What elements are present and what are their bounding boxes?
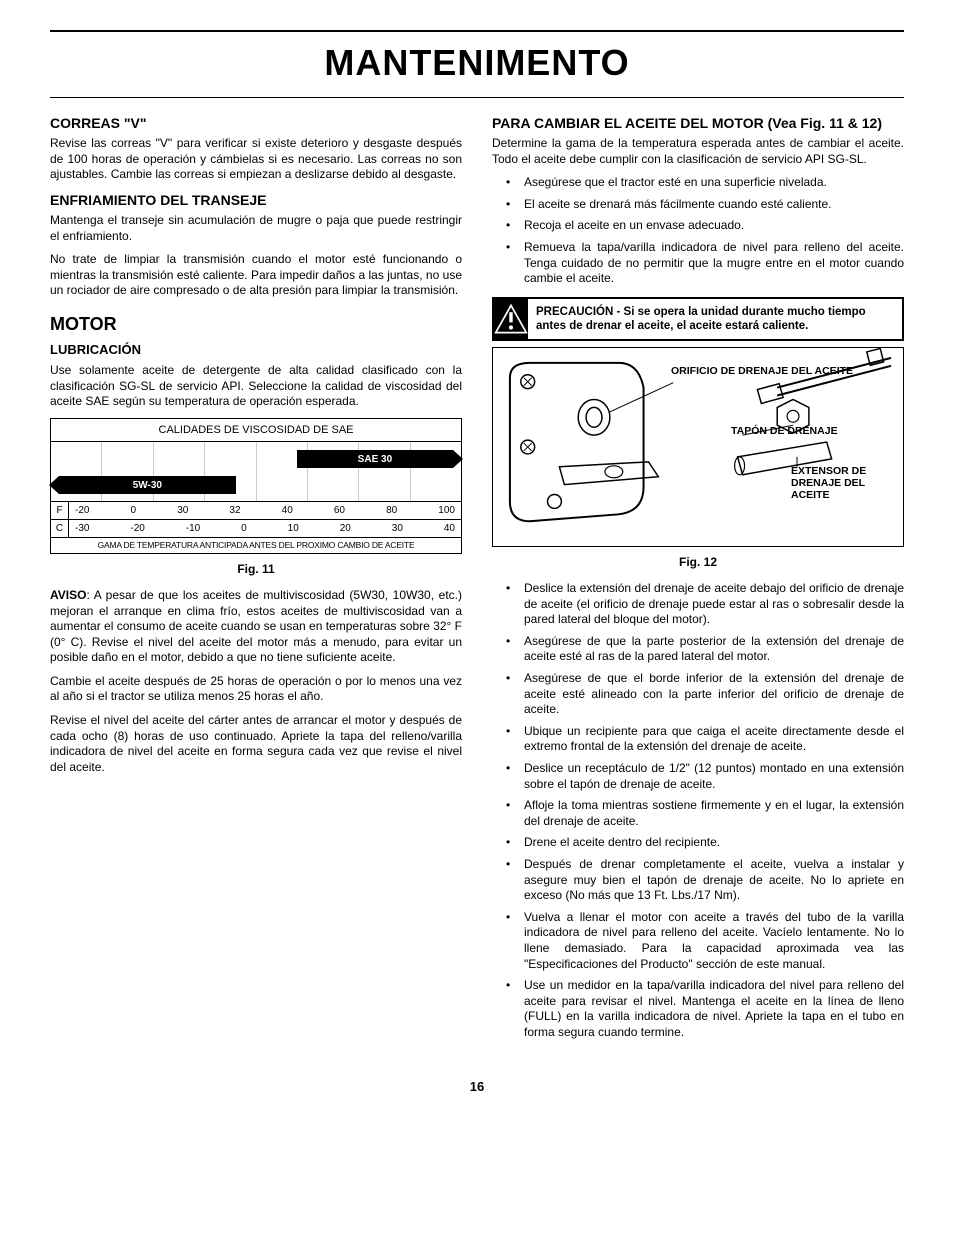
sae-c-tick: -10: [186, 522, 200, 535]
sae-f-ticks: -20 0 30 32 40 60 80 100: [69, 502, 461, 519]
text-revise: Revise el nivel del aceite del cárter an…: [50, 713, 462, 775]
sae-f-tick: 100: [438, 504, 455, 517]
sae-chart-bars: SAE 30 5W-30: [51, 442, 461, 502]
sae-chart-footer: GAMA DE TEMPERATURA ANTICIPADA ANTES DEL…: [51, 538, 461, 553]
bullets-post-fig12: Deslice la extensión del drenaje de acei…: [492, 581, 904, 1040]
text-lubricacion: Use solamente aceite de detergente de al…: [50, 363, 462, 410]
sae-c-tick: -20: [130, 522, 144, 535]
page-number: 16: [50, 1079, 904, 1096]
list-item: Vuelva a llenar el motor con aceite a tr…: [492, 910, 904, 972]
list-item: Ubique un recipiente para que caiga el a…: [492, 724, 904, 755]
title-underline: [50, 97, 904, 98]
sae-scale-f: F -20 0 30 32 40 60 80 100: [51, 502, 461, 520]
aviso-text: : A pesar de que los aceites de multivis…: [50, 588, 462, 664]
list-item: Deslice un receptáculo de 1/2" (12 punto…: [492, 761, 904, 792]
fig12-diagram: ORIFICIO DE DRENAJE DEL ACEITE TAPÓN DE …: [492, 347, 904, 547]
text-correas: Revise las correas "V" para verificar si…: [50, 136, 462, 183]
sae-chart-title: CALIDADES DE VISCOSIDAD DE SAE: [51, 419, 461, 442]
list-item: El aceite se drenará más fácilmente cuan…: [492, 197, 904, 213]
aviso-label: AVISO: [50, 588, 86, 602]
sae-c-tick: -30: [75, 522, 89, 535]
sae-f-tick: 80: [386, 504, 397, 517]
fig12-label-tapon: TAPÓN DE DRENAJE: [731, 426, 838, 438]
list-item: Afloje la toma mientras sostiene firmeme…: [492, 798, 904, 829]
sae-bar-5w30: 5W-30: [59, 476, 235, 494]
sae-c-tick: 0: [241, 522, 247, 535]
bullets-pre-caution: Asegúrese que el tractor esté en una sup…: [492, 175, 904, 287]
heading-correas: CORREAS "V": [50, 114, 462, 132]
sae-f-tick: 30: [177, 504, 188, 517]
sae-f-tick: 0: [131, 504, 137, 517]
sae-c-tick: 30: [392, 522, 403, 535]
sae-c-tick: 10: [288, 522, 299, 535]
heading-motor: MOTOR: [50, 313, 462, 336]
warning-icon: [494, 299, 528, 340]
sae-scale-c: C -30 -20 -10 0 10 20 30 40: [51, 520, 461, 538]
right-column: PARA CAMBIAR EL ACEITE DEL MOTOR (Vea Fi…: [492, 108, 904, 1049]
heading-enfriamiento: ENFRIAMIENTO DEL TRANSEJE: [50, 191, 462, 209]
sae-unit-c: C: [51, 520, 69, 537]
list-item: Use un medidor en la tapa/varilla indica…: [492, 978, 904, 1040]
list-item: Deslice la extensión del drenaje de acei…: [492, 581, 904, 628]
top-rule: [50, 30, 904, 32]
text-enfriamiento-1: Mantenga el transeje sin acumulación de …: [50, 213, 462, 244]
sae-bar-30: SAE 30: [297, 450, 453, 468]
sae-c-tick: 20: [340, 522, 351, 535]
sae-c-tick: 40: [444, 522, 455, 535]
sae-f-tick: -20: [75, 504, 89, 517]
heading-lubricacion: LUBRICACIÓN: [50, 342, 462, 359]
list-item: Drene el aceite dentro del recipiente.: [492, 835, 904, 851]
heading-cambiar-aceite: PARA CAMBIAR EL ACEITE DEL MOTOR (Vea Fi…: [492, 114, 904, 132]
list-item: Remueva la tapa/varilla indicadora de ni…: [492, 240, 904, 287]
caution-box: PRECAUCIÓN - Si se opera la unidad duran…: [492, 297, 904, 342]
sae-viscosity-chart: CALIDADES DE VISCOSIDAD DE SAE SAE 30 5W…: [50, 418, 462, 554]
list-item: Asegúrese de que el borde inferior de la…: [492, 671, 904, 718]
left-column: CORREAS "V" Revise las correas "V" para …: [50, 108, 462, 1049]
fig12-label-extensor: EXTENSOR DE DRENAJE DEL ACEITE: [791, 466, 903, 501]
text-enfriamiento-2: No trate de limpiar la transmisión cuand…: [50, 252, 462, 299]
fig11-caption: Fig. 11: [50, 562, 462, 578]
list-item: Asegúrese que el tractor esté en una sup…: [492, 175, 904, 191]
list-item: Después de drenar completamente el aceit…: [492, 857, 904, 904]
caution-text: PRECAUCIÓN - Si se opera la unidad duran…: [528, 299, 902, 340]
aviso-paragraph: AVISO: A pesar de que los aceites de mul…: [50, 588, 462, 666]
fig12-label-orificio: ORIFICIO DE DRENAJE DEL ACEITE: [671, 366, 853, 378]
sae-unit-f: F: [51, 502, 69, 519]
sae-f-tick: 40: [282, 504, 293, 517]
sae-f-tick: 60: [334, 504, 345, 517]
text-cambie: Cambie el aceite después de 25 horas de …: [50, 674, 462, 705]
page-title: MANTENIMENTO: [50, 40, 904, 87]
text-cambiar-intro: Determine la gama de la temperatura espe…: [492, 136, 904, 167]
sae-c-ticks: -30 -20 -10 0 10 20 30 40: [69, 520, 461, 537]
list-item: Recoja el aceite en un envase adecuado.: [492, 218, 904, 234]
list-item: Asegúrese de que la parte posterior de l…: [492, 634, 904, 665]
two-column-layout: CORREAS "V" Revise las correas "V" para …: [50, 108, 904, 1049]
fig12-caption: Fig. 12: [492, 555, 904, 571]
sae-f-tick: 32: [229, 504, 240, 517]
